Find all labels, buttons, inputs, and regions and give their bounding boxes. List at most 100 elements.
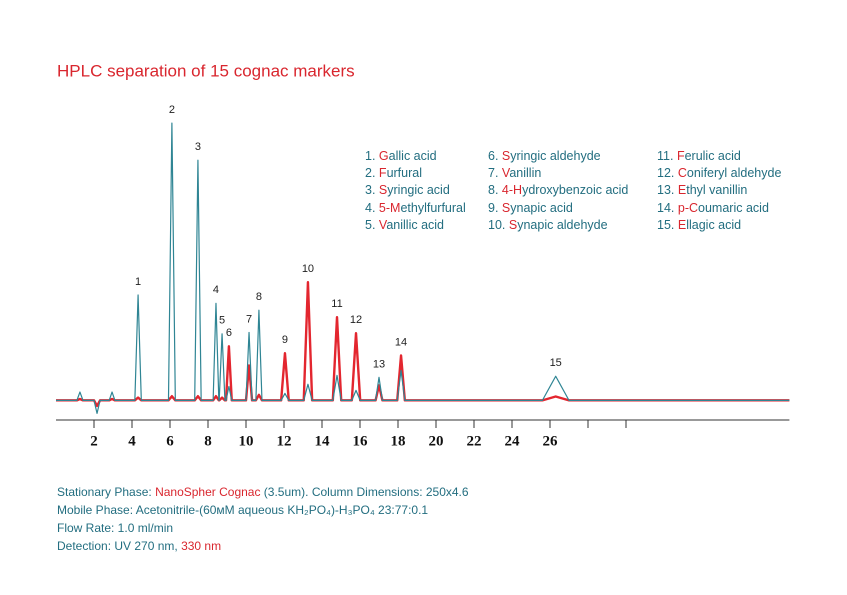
x-tick-label: 18 — [391, 433, 406, 449]
legend-number: 10. — [488, 218, 505, 232]
legend-entry: 1. Gallic acid — [365, 149, 437, 163]
x-tick-label: 22 — [467, 433, 482, 449]
legend-entry: 7. Vanillin — [488, 166, 541, 180]
legend-number: 15. — [657, 218, 674, 232]
legend-entry: 5. Vanillic acid — [365, 218, 444, 232]
legend-name: anillic acid — [386, 218, 444, 232]
note-line: Mobile Phase: Acetonitrile-(60мM aqueous… — [57, 503, 428, 517]
x-tick-label: 10 — [239, 433, 254, 449]
note-part: Stationary Phase: — [57, 485, 155, 499]
legend-entry: 6. Syringic aldehyde — [488, 149, 601, 163]
trace — [56, 281, 790, 408]
legend-number: 14. — [657, 201, 674, 215]
peak-label: 14 — [395, 336, 407, 348]
note-part: Mobile Phase: Acetonitrile-(60мM aqueous… — [57, 503, 428, 517]
legend-entry: 12. Coniferyl aldehyde — [657, 166, 781, 180]
chart-title: HPLC separation of 15 cognac markers — [57, 61, 355, 80]
x-tick-label: 26 — [543, 433, 559, 449]
legend-highlight: S — [379, 183, 387, 197]
legend-name: ethylfurfural — [400, 201, 465, 215]
legend-name: urfural — [387, 166, 422, 180]
peak-label: 8 — [256, 291, 262, 303]
legend-number: 7. — [488, 166, 498, 180]
note-part: 330 nm — [181, 539, 221, 553]
legend-highlight: F — [677, 149, 685, 163]
x-tick-label: 20 — [429, 433, 444, 449]
note-part: (3.5um). Column Dimensions: 250x4.6 — [260, 485, 468, 499]
legend-number: 2. — [365, 166, 375, 180]
legend-highlight: E — [678, 218, 686, 232]
legend-name: yringic aldehyde — [510, 149, 600, 163]
peak-label: 12 — [350, 314, 362, 326]
peak-label: 7 — [246, 313, 252, 325]
legend-entry: 13. Ethyl vanillin — [657, 183, 747, 197]
x-tick-label: 14 — [315, 433, 331, 449]
legend-highlight: 5-M — [379, 201, 401, 215]
note-line: Flow Rate: 1.0 ml/min — [57, 521, 173, 535]
legend-name: ynapic acid — [510, 201, 573, 215]
legend-highlight: S — [502, 201, 510, 215]
legend-name: oniferyl aldehyde — [687, 166, 782, 180]
x-tick-label: 6 — [166, 433, 174, 449]
peak-label: 4 — [213, 284, 219, 296]
legend-name: allic acid — [389, 149, 437, 163]
legend-entry: 14. p-Coumaric acid — [657, 201, 769, 215]
legend-number: 5. — [365, 218, 375, 232]
legend-highlight: p-C — [678, 201, 698, 215]
legend-highlight: V — [502, 166, 511, 180]
note-part: Detection: UV 270 nm, — [57, 539, 181, 553]
legend-name: ydroxybenzoic acid — [522, 183, 628, 197]
peak-label: 1 — [135, 276, 141, 288]
legend-entry: 10. Synapic aldehyde — [488, 218, 608, 232]
legend-name: oumaric acid — [698, 201, 769, 215]
legend-number: 4. — [365, 201, 375, 215]
note-part: Flow Rate: 1.0 ml/min — [57, 521, 173, 535]
peak-label: 13 — [373, 358, 385, 370]
x-tick-label: 2 — [90, 433, 98, 449]
x-tick-label: 12 — [277, 433, 292, 449]
peak-label: 15 — [550, 357, 562, 369]
peak-label: 2 — [169, 104, 175, 116]
x-tick-label: 24 — [505, 433, 521, 449]
x-tick-label: 4 — [128, 433, 136, 449]
peak-label: 3 — [195, 141, 201, 153]
legend-highlight: S — [502, 149, 510, 163]
trace — [56, 122, 790, 414]
x-tick-label: 8 — [204, 433, 212, 449]
legend-highlight: E — [678, 183, 686, 197]
note-line: Stationary Phase: NanoSpher Cognac (3.5u… — [57, 485, 469, 499]
legend-name: yringic acid — [387, 183, 450, 197]
legend-entry: 8. 4-Hydroxybenzoic acid — [488, 183, 628, 197]
legend-name: ynapic aldehyde — [517, 218, 607, 232]
legend-highlight: V — [379, 218, 388, 232]
legend-highlight: S — [509, 218, 517, 232]
peak-label: 9 — [282, 334, 288, 346]
legend-number: 11. — [657, 149, 673, 163]
legend-highlight: F — [379, 166, 387, 180]
legend-name: thyl vanillin — [686, 183, 747, 197]
note-line: Detection: UV 270 nm, 330 nm — [57, 539, 221, 553]
peak-label: 6 — [226, 327, 232, 339]
note-part: NanoSpher Cognac — [155, 485, 260, 499]
legend-entry: 15. Ellagic acid — [657, 218, 741, 232]
legend-number: 3. — [365, 183, 375, 197]
peak-label: 5 — [219, 315, 225, 327]
legend-entry: 9. Synapic acid — [488, 201, 573, 215]
legend-entry: 11. Ferulic acid — [657, 149, 741, 163]
legend-number: 6. — [488, 149, 498, 163]
legend-entry: 3. Syringic acid — [365, 183, 450, 197]
legend-entry: 2. Furfural — [365, 166, 422, 180]
legend-name: llagic acid — [686, 218, 741, 232]
legend-number: 13. — [657, 183, 674, 197]
legend-entry: 4. 5-Methylfurfural — [365, 201, 466, 215]
legend-number: 1. — [365, 149, 375, 163]
legend-name: erulic acid — [685, 149, 741, 163]
legend-highlight: 4-H — [502, 183, 522, 197]
legend-number: 8. — [488, 183, 498, 197]
legend-name: anillin — [509, 166, 541, 180]
peak-label: 11 — [331, 298, 342, 310]
legend-number: 9. — [488, 201, 498, 215]
peak-label: 10 — [302, 263, 314, 275]
